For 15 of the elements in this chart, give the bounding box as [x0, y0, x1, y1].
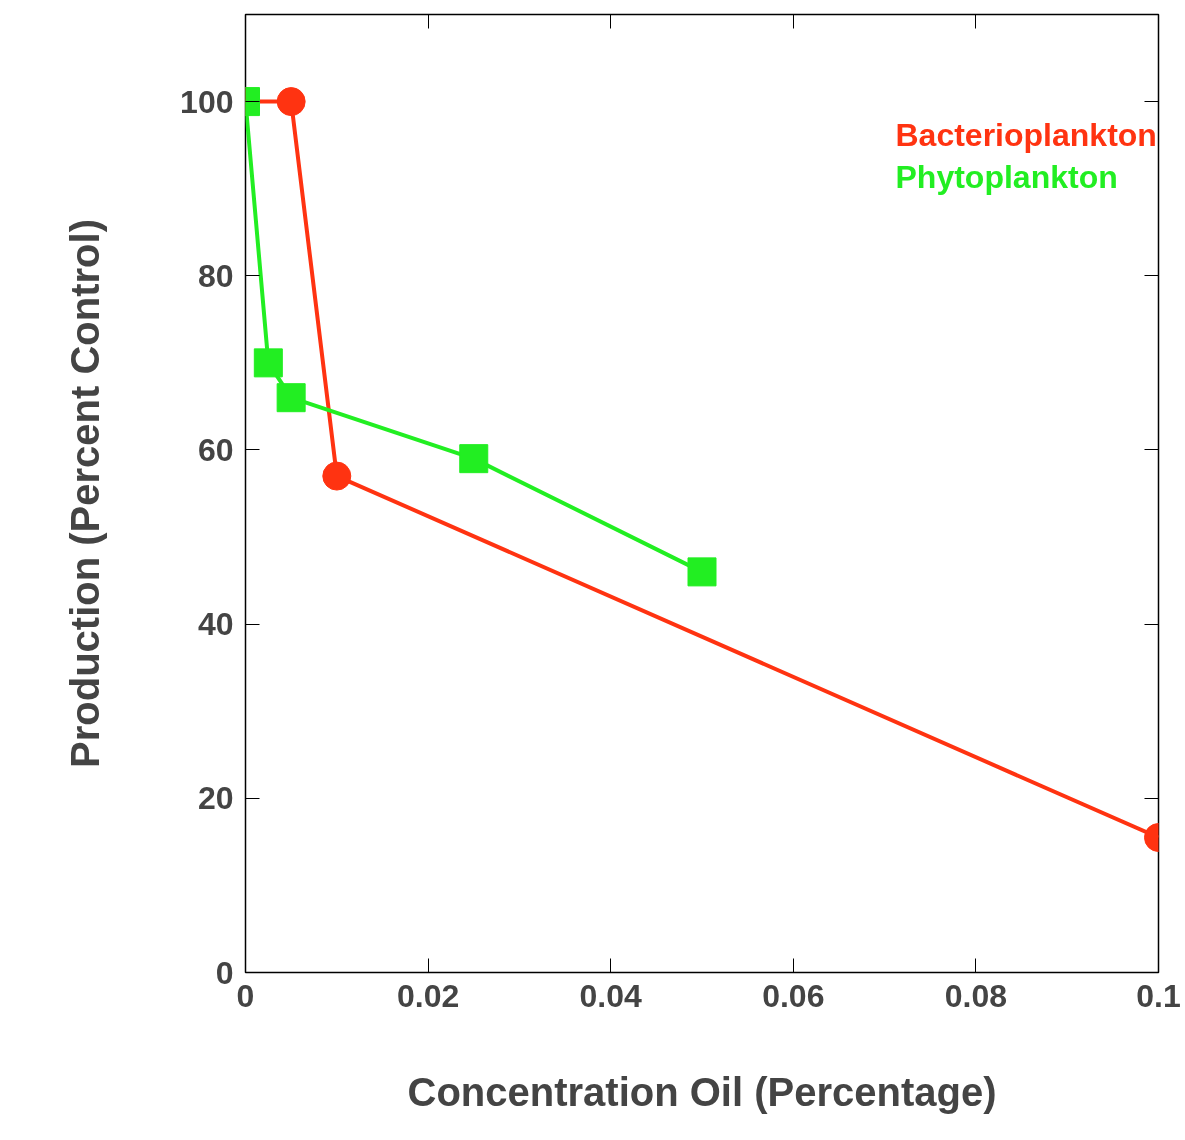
x-tick-label: 0.08 — [944, 977, 1008, 1014]
x-tick-label: 0.02 — [396, 977, 460, 1014]
x-axis-title: Concentration Oil (Percentage) — [407, 1069, 997, 1114]
y-tick-label: 40 — [197, 606, 234, 643]
x-tick-label: 0.06 — [762, 977, 825, 1014]
text: Phytoplankton — [895, 158, 1118, 195]
x-tick-label: 0.04 — [579, 977, 643, 1014]
x-tick-label: 0.1 — [1136, 977, 1181, 1014]
y-tick-label: 20 — [197, 780, 234, 817]
text: Bacterioplankton — [895, 116, 1157, 153]
y-tick-label: 100 — [180, 83, 234, 120]
y-tick-label: 60 — [197, 431, 234, 468]
y-tick-label: 80 — [197, 257, 234, 294]
y-tick-label: 0 — [215, 954, 234, 991]
y-axis-title: Production (Percent Control) — [63, 219, 108, 768]
